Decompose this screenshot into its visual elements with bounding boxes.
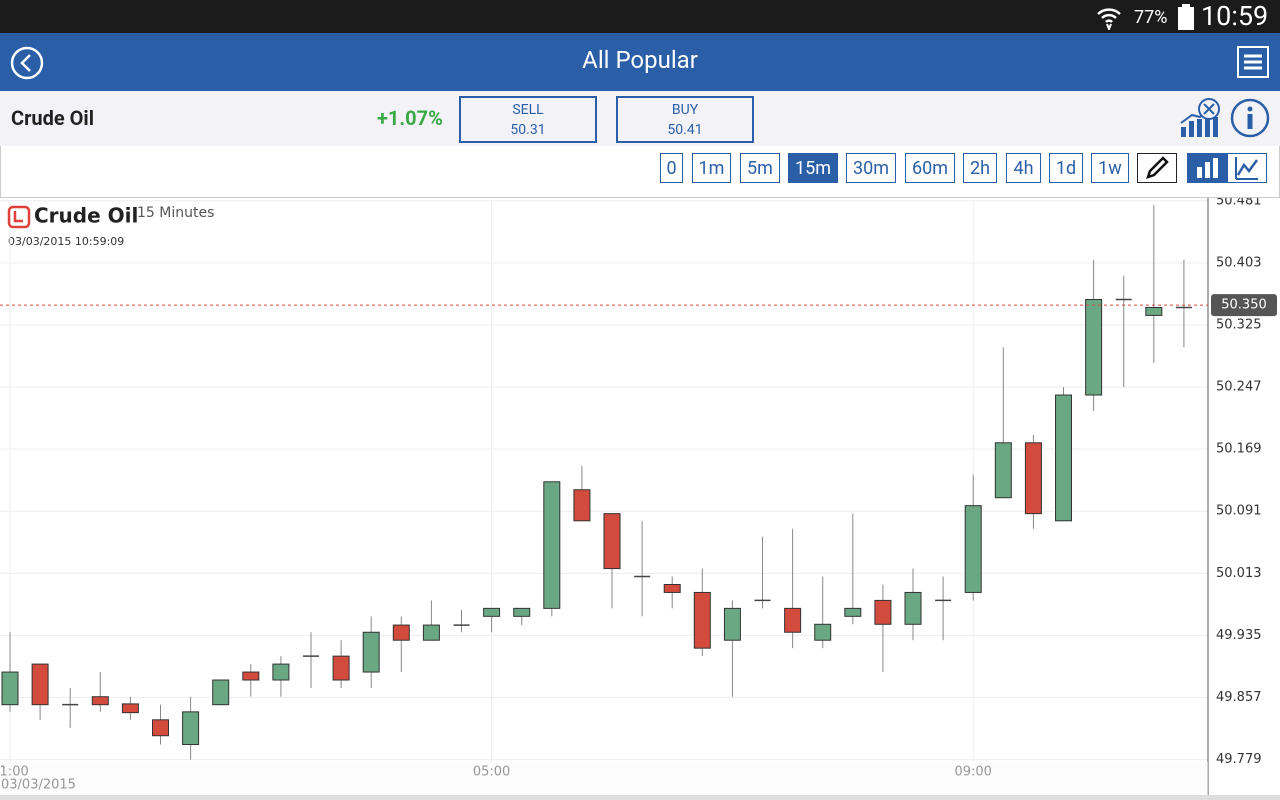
candle-icon <box>1197 158 1218 178</box>
y-tick-label: 50.013 <box>1216 566 1262 581</box>
clock: 10:59 <box>1201 0 1269 32</box>
candle-body <box>603 513 621 570</box>
candle-body <box>1 671 19 706</box>
chart-settings-icon[interactable] <box>1178 97 1222 141</box>
price-change: +1.07% <box>377 106 443 130</box>
y-tick-label: 50.247 <box>1216 380 1262 395</box>
timeframe-button[interactable]: 1w <box>1091 153 1129 183</box>
candle-body <box>723 607 741 641</box>
candle-body <box>121 703 139 714</box>
y-tick-label: 50.091 <box>1216 504 1262 519</box>
candle-body <box>663 583 681 593</box>
timeframe-button[interactable]: 5m <box>740 153 780 183</box>
candle-body <box>844 607 862 617</box>
candle-body <box>242 671 260 681</box>
candle-body <box>513 607 531 617</box>
candle-body <box>422 624 440 641</box>
current-price-label: 50.350 <box>1221 298 1267 313</box>
timeframe-button[interactable]: 60m <box>905 153 955 183</box>
candle-chart-button[interactable] <box>1187 153 1227 183</box>
y-tick-label: 49.857 <box>1216 690 1262 705</box>
line-chart-button[interactable] <box>1227 153 1267 183</box>
candle-body <box>1085 299 1103 396</box>
candle-body <box>994 442 1012 499</box>
clock-part <box>7 205 31 229</box>
header-title: All Popular <box>582 46 698 74</box>
candle-body <box>693 591 711 649</box>
app-header: All Popular <box>0 33 1280 91</box>
y-tick-label: 50.325 <box>1216 317 1262 332</box>
y-tick-label: 50.403 <box>1216 255 1262 270</box>
candle-body <box>543 481 561 609</box>
candle-body <box>814 623 832 641</box>
status-bar: 77% 10:59 <box>0 0 1280 33</box>
y-tick-label: 49.779 <box>1216 752 1262 767</box>
instrument-bar: Crude Oil +1.07% SELL 50.31 BUY 50.41 <box>0 91 1280 147</box>
y-tick-label: 49.935 <box>1216 628 1262 643</box>
timeframe-button[interactable]: 30m <box>846 153 896 183</box>
candle-body <box>904 591 922 625</box>
sell-button[interactable]: SELL 50.31 <box>459 96 597 143</box>
candle-body <box>151 719 169 737</box>
instrument-name: Crude Oil <box>11 106 95 130</box>
buy-price: 50.41 <box>667 122 703 138</box>
timeframe-button[interactable]: 15m <box>788 153 838 183</box>
menu-button[interactable] <box>1237 46 1269 78</box>
candle-body <box>1145 306 1163 316</box>
chart-timestamp: 03/03/2015 10:59:09 <box>8 235 124 248</box>
current-price-tag <box>1211 294 1277 317</box>
clock-icon <box>7 205 31 229</box>
timeframe-button[interactable]: 2h <box>963 153 997 183</box>
candle-body <box>483 607 501 617</box>
candle-body <box>272 663 290 681</box>
bottom-strip <box>0 795 1280 800</box>
candle-body <box>212 679 230 706</box>
sell-price: 50.31 <box>510 122 546 138</box>
candle-body <box>392 624 410 641</box>
pencil-icon <box>1146 156 1169 179</box>
back-button[interactable] <box>10 46 44 80</box>
candle-body <box>964 505 982 593</box>
clock-part <box>13 211 23 223</box>
candle-body <box>784 607 802 633</box>
timeframe-button[interactable]: 1d <box>1049 153 1083 183</box>
sell-label: SELL <box>512 102 544 118</box>
timeframe-button[interactable]: 0 <box>660 153 683 183</box>
battery-percent: 77% <box>1134 7 1168 28</box>
x-axis-band <box>0 762 1208 795</box>
battery-icon <box>1178 4 1194 30</box>
timeframe-button[interactable]: 4h <box>1006 153 1041 183</box>
timeframe-button[interactable]: 1m <box>692 153 731 183</box>
buy-button[interactable]: BUY 50.41 <box>616 96 754 143</box>
candle-body <box>332 655 350 681</box>
chart-subtitle: 15 Minutes <box>137 205 214 221</box>
chart-title: Crude Oil <box>34 204 138 228</box>
candle-body <box>1024 442 1042 515</box>
draw-button[interactable] <box>1137 153 1177 183</box>
buy-label: BUY <box>671 102 699 118</box>
candle-body <box>1055 394 1073 522</box>
candle-body <box>362 631 380 673</box>
y-tick-label: 50.481 <box>1216 198 1262 208</box>
chart: Crude Oil 15 Minutes 03/03/2015 10:59:09… <box>0 198 1277 795</box>
candle-body <box>91 696 109 706</box>
candle-body <box>874 599 892 625</box>
y-tick-label: 50.169 <box>1216 442 1262 457</box>
chart-toolbar: 0 1m 5m 15m 30m 60m 2h 4h 1d 1w <box>0 146 1280 198</box>
candle-body <box>182 711 200 745</box>
info-button[interactable] <box>1229 97 1271 139</box>
candle-body <box>31 663 49 706</box>
candle-body <box>573 489 591 522</box>
wifi-icon <box>1097 8 1121 30</box>
line-icon <box>1235 157 1259 180</box>
